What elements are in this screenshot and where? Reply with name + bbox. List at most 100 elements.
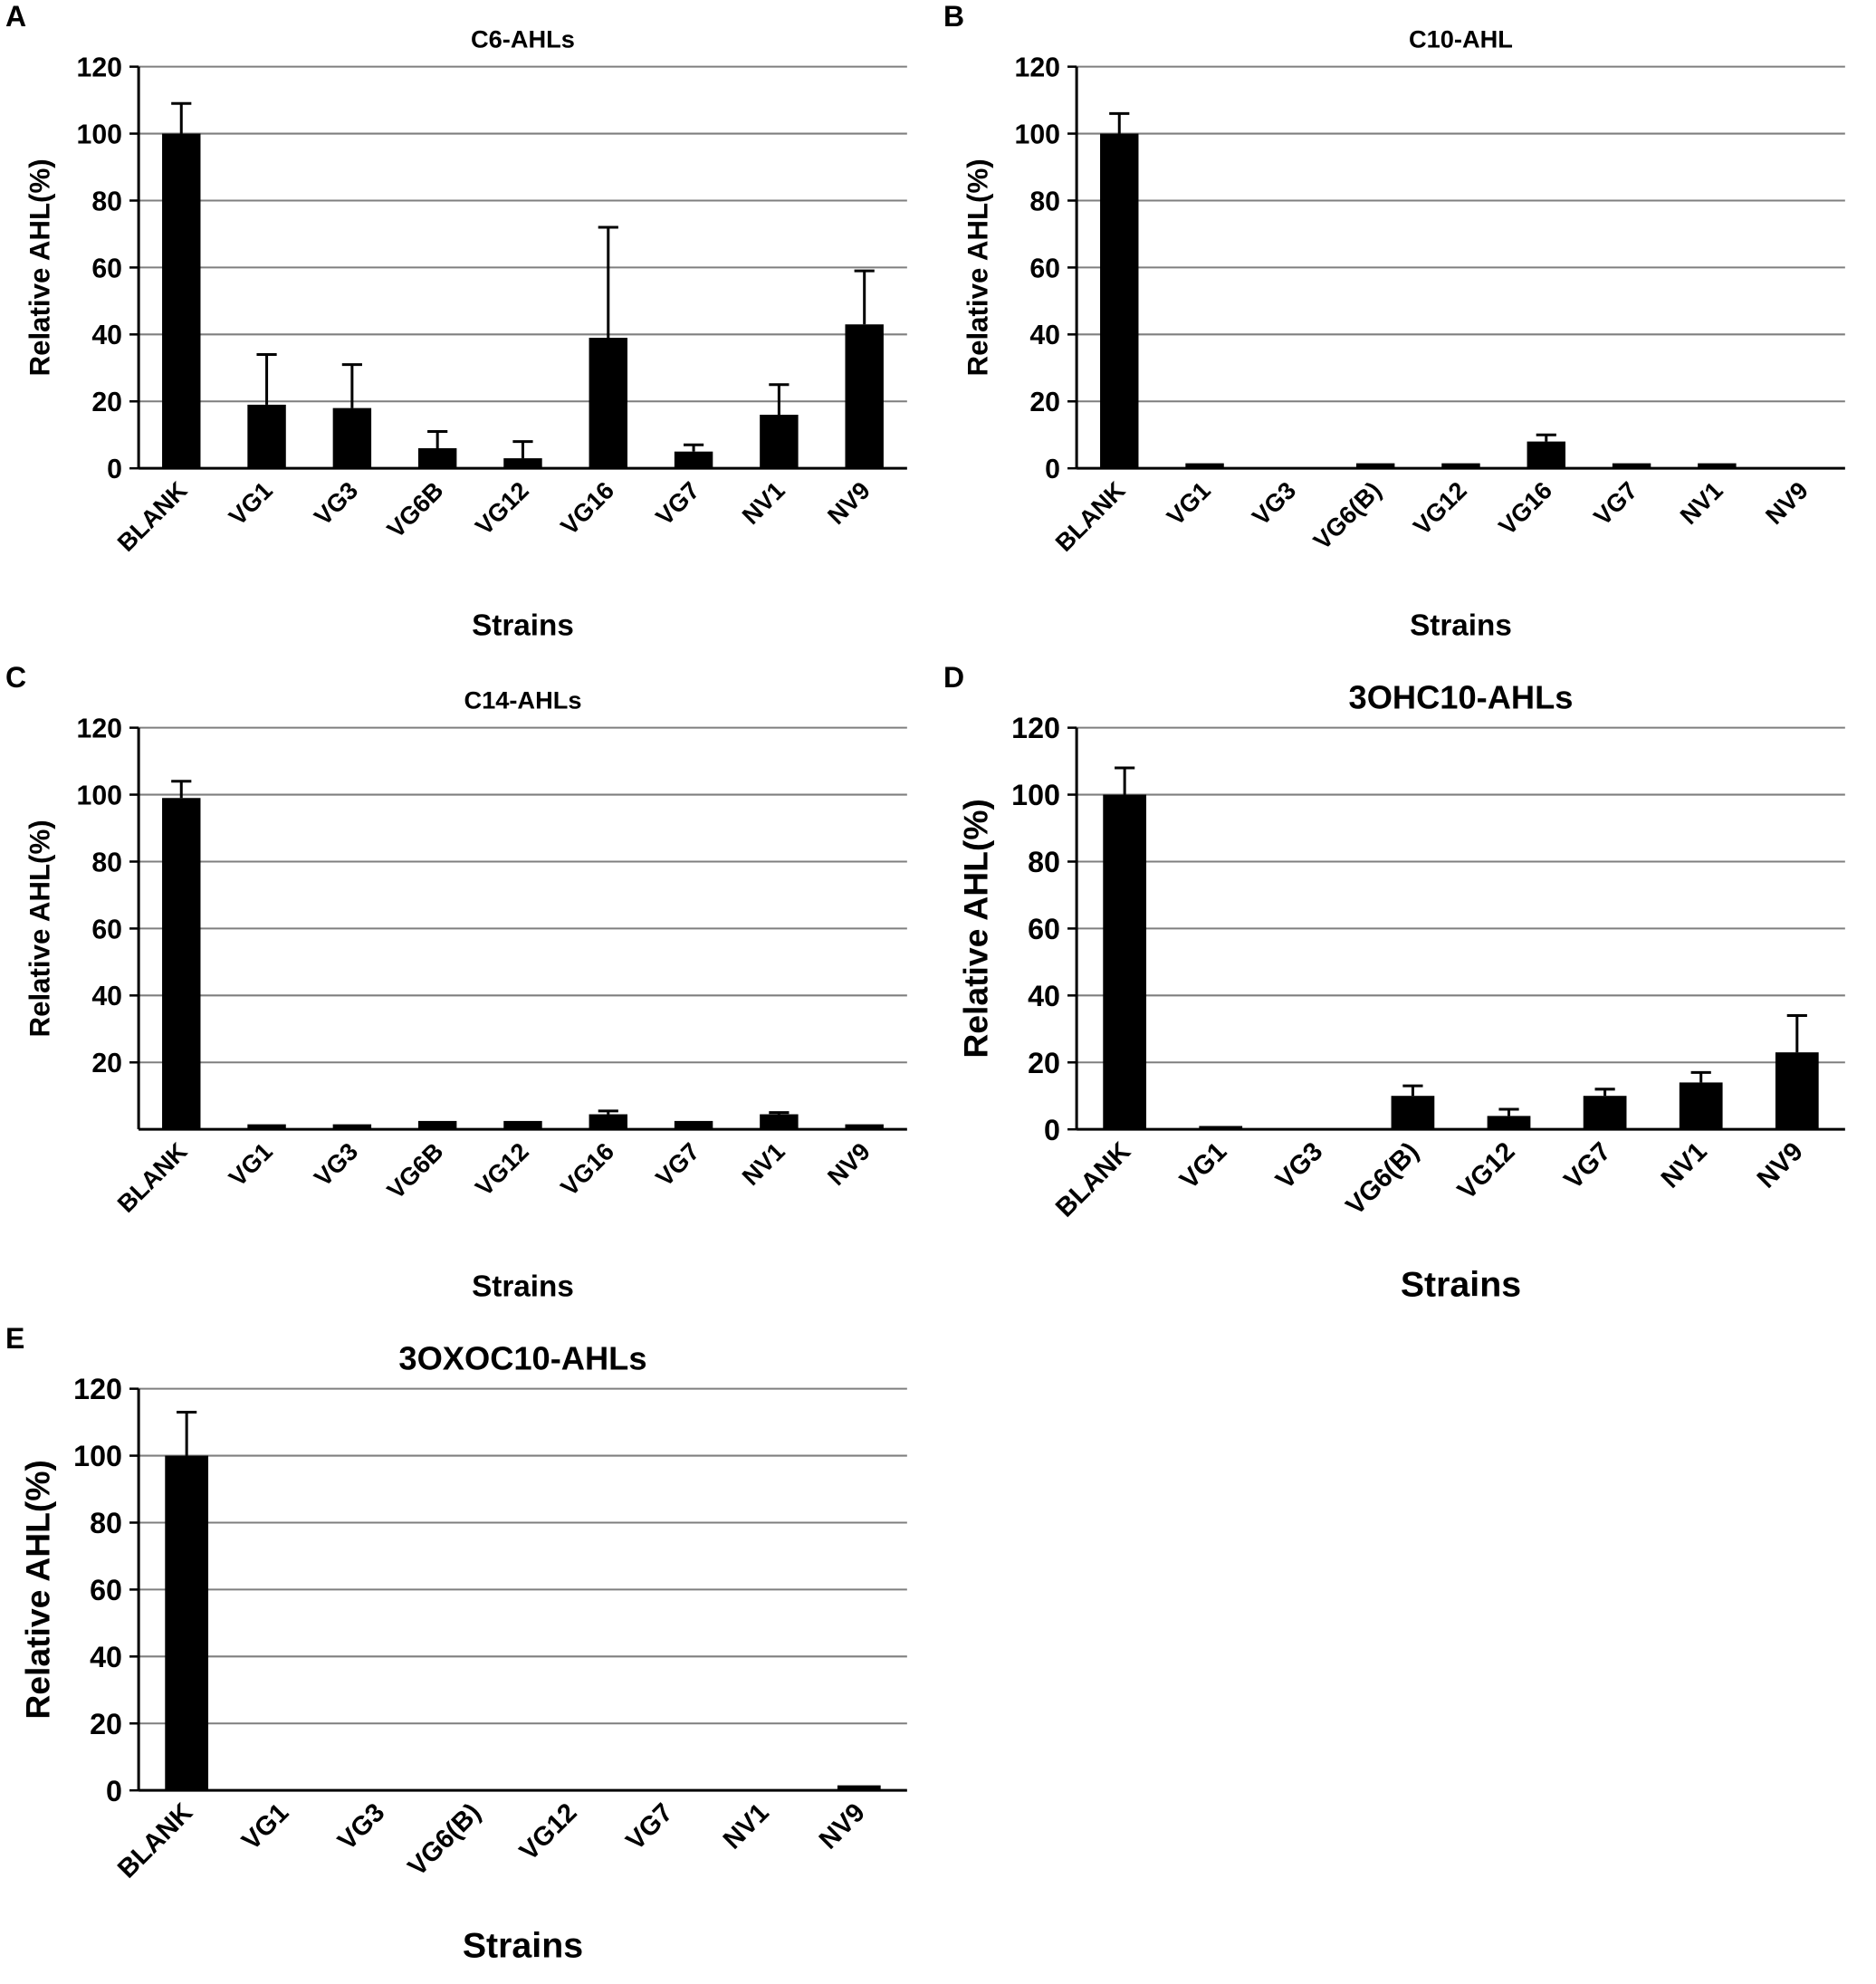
bar: [760, 1114, 799, 1130]
x-tick-label: VG3: [309, 476, 363, 531]
x-tick-label: NV1: [1674, 476, 1728, 530]
panel-letter-d: D: [943, 661, 965, 694]
panel-letter-a: A: [5, 0, 27, 33]
y-tick-label: 20: [1028, 1047, 1060, 1079]
x-tick-label: BLANK: [111, 475, 192, 556]
bar: [1583, 1096, 1627, 1130]
chart-title: C6-AHLs: [471, 24, 575, 53]
y-tick-label: 40: [90, 1641, 122, 1673]
bar-chart-c10-ahl: C10-AHL 0 20 40 60 80 100 120 BLANK VG1 VG3 VG6(B) V…: [962, 24, 1845, 643]
bar: [162, 798, 201, 1130]
chart-title: 3OXOC10-AHLs: [398, 1339, 646, 1376]
bar: [1698, 463, 1737, 469]
x-tick-label: VG7: [1559, 1137, 1617, 1195]
x-tick-label: VG1: [223, 1137, 277, 1192]
bar: [1391, 1096, 1435, 1130]
x-tick-label: VG7: [650, 476, 704, 531]
y-tick-label: 120: [77, 714, 122, 744]
bar-chart-c6-ahls: C6-AHLs 0 20 40 60 80 100 120 BLANK VG1 VG3 VG6B VG1…: [24, 24, 907, 643]
x-tick-label: VG3: [1247, 476, 1301, 531]
x-tick-label: VG1: [236, 1798, 294, 1856]
y-tick-label: 0: [107, 455, 122, 484]
y-tick-label: 20: [91, 388, 122, 417]
bar: [417, 1120, 457, 1130]
chart-title: 3OHC10-AHLs: [1349, 678, 1574, 715]
x-tick-label: VG6B: [381, 1137, 448, 1204]
x-axis-title: Strains: [472, 1270, 574, 1304]
bar: [845, 1124, 884, 1130]
bar: [1527, 441, 1565, 469]
y-tick-label: 40: [1029, 321, 1060, 350]
x-tick-label: VG6(B): [1307, 476, 1386, 555]
bar: [1100, 133, 1139, 469]
y-tick-label: 80: [1028, 846, 1060, 878]
bar: [247, 1124, 286, 1130]
x-tick-label: BLANK: [1049, 475, 1130, 556]
bar: [332, 1124, 372, 1130]
bar: [1199, 1126, 1243, 1130]
x-tick-label: VG1: [1174, 1137, 1232, 1195]
x-tick-label: NV9: [822, 1137, 876, 1191]
x-tick-label: VG7: [1588, 476, 1642, 531]
x-tick-label: VG3: [1270, 1137, 1328, 1195]
y-tick-label: 40: [91, 321, 122, 350]
x-tick-label: BLANK: [112, 1798, 198, 1884]
x-tick-label: VG7: [650, 1137, 704, 1192]
bar: [837, 1785, 881, 1791]
chart-title: C14-AHLs: [464, 685, 581, 714]
y-axis-title: Relative AHL(%): [18, 1460, 56, 1720]
x-tick-label: VG16: [1493, 476, 1557, 541]
x-tick-label: VG16: [555, 1137, 619, 1202]
bar: [674, 1120, 713, 1130]
x-axis-title: Strains: [463, 1926, 583, 1966]
y-tick-label: 120: [1015, 53, 1060, 83]
bar: [1355, 463, 1395, 469]
x-tick-label: NV9: [814, 1798, 871, 1855]
bar: [332, 407, 372, 469]
bar: [1185, 463, 1224, 469]
y-tick-label: 80: [91, 848, 122, 877]
bar: [417, 447, 457, 469]
bar-chart-c14-ahls: C14-AHLs 20 40 60 80 100 120 BLANK VG1 VG3 VG6B VG1…: [24, 685, 907, 1304]
x-axis-title: Strains: [1401, 1265, 1521, 1305]
y-tick-label: 60: [91, 254, 122, 283]
y-tick-label: 80: [90, 1507, 122, 1539]
x-tick-label: VG1: [223, 476, 277, 531]
chart-panel-a: A C6-AHLs 0 20 40 60 80 100 120 BLANK VG1 VG3 VG6B V…: [0, 0, 938, 661]
bar: [674, 451, 713, 469]
chart-panel-c: C C14-AHLs 20 40 60 80 100 120 BLANK VG1 VG3 VG6B V…: [0, 661, 938, 1322]
x-tick-label: BLANK: [1050, 1137, 1136, 1223]
y-axis-title: Relative AHL(%): [24, 819, 55, 1037]
x-tick-label: VG6B: [381, 476, 448, 543]
x-axis-title: Strains: [1410, 609, 1512, 643]
x-tick-label: NV1: [718, 1798, 775, 1855]
y-tick-label: 0: [1045, 455, 1060, 484]
y-tick-label: 80: [91, 187, 122, 216]
x-tick-label: NV1: [736, 1137, 790, 1191]
bar: [589, 338, 627, 469]
x-axis-title: Strains: [472, 609, 574, 643]
bar: [845, 324, 884, 469]
x-tick-label: VG12: [470, 1137, 534, 1202]
y-tick-label: 100: [1011, 779, 1060, 811]
x-tick-label: VG6(B): [403, 1798, 487, 1883]
y-tick-label: 100: [77, 781, 122, 810]
x-tick-label: VG12: [1408, 476, 1472, 541]
bar: [760, 415, 799, 469]
bar: [247, 404, 286, 469]
x-tick-label: VG3: [309, 1137, 363, 1192]
bar: [1103, 794, 1147, 1130]
x-tick-label: VG12: [514, 1798, 582, 1866]
x-tick-label: VG16: [555, 476, 619, 541]
y-tick-label: 0: [106, 1775, 122, 1807]
x-tick-label: NV9: [1760, 476, 1814, 530]
x-tick-label: VG12: [1452, 1137, 1520, 1205]
y-tick-label: 100: [73, 1440, 122, 1472]
y-tick-label: 60: [1029, 254, 1060, 283]
y-tick-label: 60: [91, 915, 122, 944]
bar: [503, 1120, 542, 1130]
y-axis-title: Relative AHL(%): [962, 158, 993, 376]
y-tick-label: 100: [77, 120, 122, 149]
bar: [165, 1455, 209, 1791]
